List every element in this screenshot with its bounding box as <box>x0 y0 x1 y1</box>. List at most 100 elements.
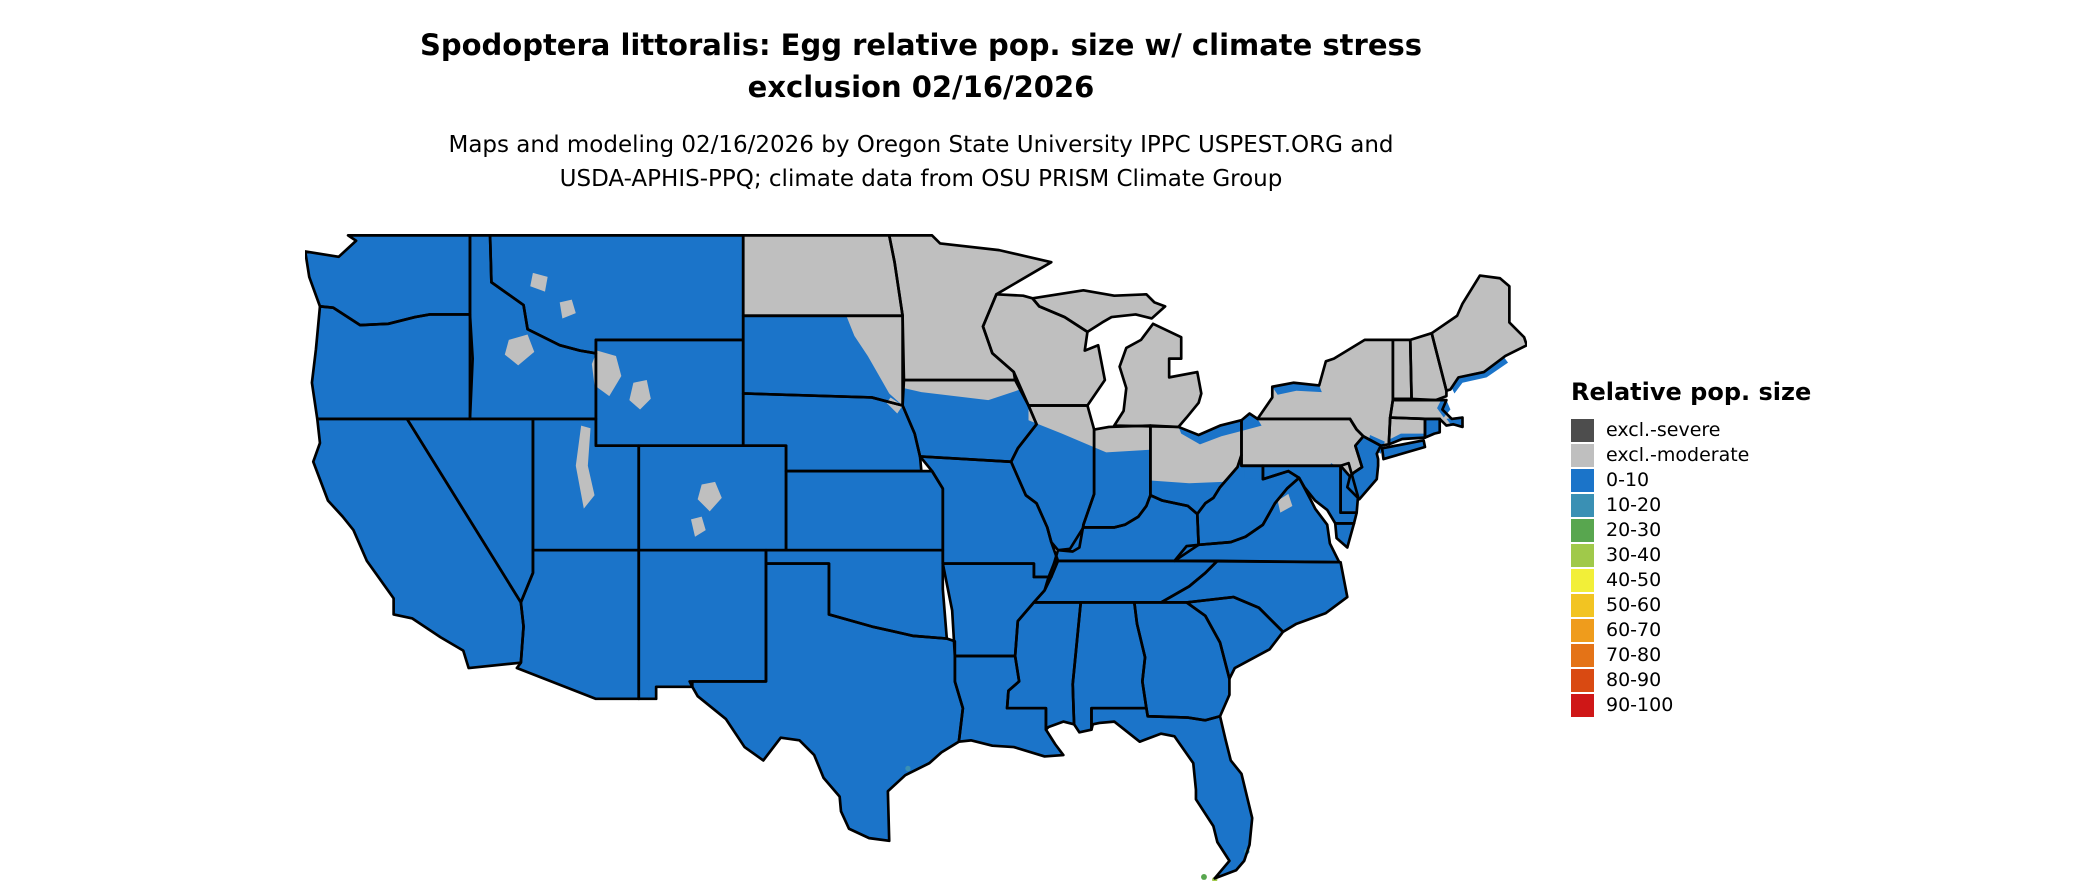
state-ME <box>1431 275 1527 391</box>
legend-swatch <box>1571 694 1594 717</box>
state-border-NC <box>1159 559 1349 634</box>
state-NY <box>1257 339 1393 446</box>
legend-label: excl.-moderate <box>1606 444 1750 466</box>
legend-label: excl.-severe <box>1606 419 1721 441</box>
state-MD <box>1262 465 1357 524</box>
subtitle-line-1: Maps and modeling 02/16/2026 by Oregon S… <box>448 132 1394 158</box>
state-border-FL <box>1090 706 1254 880</box>
state-MA <box>1390 398 1463 427</box>
state-MN <box>889 235 1052 381</box>
legend-label: 10-20 <box>1606 494 1662 516</box>
state-MT <box>490 235 744 354</box>
legend-swatch <box>1571 544 1594 567</box>
excluded-moderate-patch <box>629 380 651 410</box>
title-line-2: exclusion 02/16/2026 <box>747 70 1095 104</box>
state-WV <box>1197 455 1300 545</box>
legend-title: Relative pop. size <box>1571 378 1812 406</box>
state-OK <box>765 550 947 639</box>
legend-swatch <box>1571 444 1594 467</box>
state-SC <box>1186 597 1284 679</box>
state-AR <box>942 563 1052 656</box>
excluded-moderate-patch <box>575 425 595 509</box>
state-NH <box>1410 333 1447 401</box>
legend-item: 50-60 <box>1571 593 1811 618</box>
state-border-NE <box>741 392 923 473</box>
state-NC <box>1161 560 1348 632</box>
state-CA <box>313 418 524 669</box>
legend-label: 30-40 <box>1606 544 1662 566</box>
excluded-moderate-patch <box>903 380 1021 401</box>
legend-item: 0-10 <box>1571 468 1811 493</box>
legend-label: 0-10 <box>1606 469 1650 491</box>
map-fleck-10-20 <box>905 765 911 772</box>
legend-item: 40-50 <box>1571 568 1811 593</box>
legend-item: 60-70 <box>1571 618 1811 643</box>
legend-swatch <box>1571 494 1594 517</box>
state-PA <box>1241 413 1364 477</box>
legend-swatch <box>1571 519 1594 542</box>
excluded-moderate-patch <box>559 299 576 319</box>
state-border-TX <box>688 562 965 843</box>
legend-item: 30-40 <box>1571 543 1811 568</box>
legend-item: 20-30 <box>1571 518 1811 543</box>
excluded-moderate-patch <box>530 272 548 292</box>
excluded-moderate-patch <box>591 350 622 397</box>
legend-swatch <box>1571 594 1594 617</box>
legend-label: 90-100 <box>1606 694 1674 716</box>
legend-label: 50-60 <box>1606 594 1662 616</box>
state-VA <box>1174 477 1340 563</box>
legend-item: excl.-moderate <box>1571 443 1811 468</box>
legend-label: 60-70 <box>1606 619 1662 641</box>
legend-item: 70-80 <box>1571 643 1811 668</box>
state-AL <box>1072 602 1147 733</box>
state-NY_LI <box>1382 440 1425 460</box>
state-OR <box>311 306 473 419</box>
state-ND <box>743 235 903 316</box>
legend-swatch <box>1571 569 1594 592</box>
legend-swatch <box>1571 644 1594 667</box>
excluded-moderate-patch <box>1028 405 1151 453</box>
state-KY <box>1053 495 1199 564</box>
state-FL <box>1091 708 1253 879</box>
state-NM <box>638 550 766 699</box>
excluded-moderate-patch <box>1277 493 1293 513</box>
figure-subtitle: Maps and modeling 02/16/2026 by Oregon S… <box>0 128 1842 196</box>
legend-swatch <box>1571 619 1594 642</box>
state-NE <box>743 393 922 472</box>
low-pop-patch <box>1387 433 1425 445</box>
us-map <box>305 234 1527 881</box>
state-border-MI_UP <box>1031 288 1167 334</box>
excluded-moderate-patch <box>697 481 722 512</box>
state-WI <box>982 294 1105 406</box>
legend-item: 10-20 <box>1571 493 1811 518</box>
state-IN <box>1083 425 1151 528</box>
state-border-NY_LI <box>1380 438 1427 461</box>
legend-label: 80-90 <box>1606 669 1662 691</box>
low-pop-patch <box>1244 467 1262 480</box>
legend-item: excl.-severe <box>1571 418 1811 443</box>
legend-label: 20-30 <box>1606 519 1662 541</box>
state-border-DE <box>1339 461 1360 514</box>
state-LA <box>954 655 1064 757</box>
state-GA <box>1134 602 1230 721</box>
subtitle-line-2: USDA-APHIS-PPQ; climate data from OSU PR… <box>559 166 1283 192</box>
state-IA <box>902 380 1037 462</box>
legend-swatch <box>1571 469 1594 492</box>
excluded-moderate-patch <box>504 334 535 366</box>
state-TN <box>1033 560 1218 603</box>
legend-label: 70-80 <box>1606 644 1662 666</box>
state-AZ <box>516 550 639 699</box>
state-border-ME <box>1430 274 1527 393</box>
map-fleck-20-30 <box>1201 874 1207 880</box>
state-VA_E <box>1335 523 1354 548</box>
state-MS <box>1007 602 1081 730</box>
state-border-NJ <box>1345 434 1383 501</box>
legend-items: excl.-severe excl.-moderate 0-10 10-20 20-30… <box>1571 418 1811 718</box>
legend-label: 40-50 <box>1606 569 1662 591</box>
state-border-VA_E <box>1333 522 1356 549</box>
state-border-MI_LP <box>1112 322 1203 429</box>
state-ID <box>469 235 596 419</box>
state-VT <box>1392 339 1412 401</box>
excluded-moderate-patch <box>690 516 706 537</box>
